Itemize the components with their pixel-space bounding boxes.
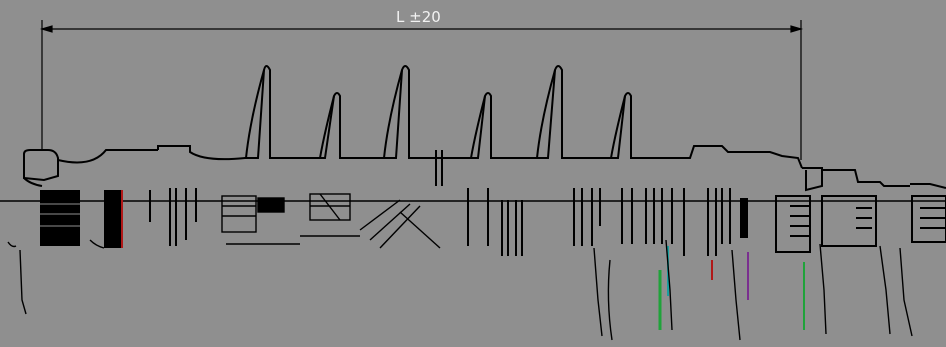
right-end-fitting bbox=[802, 167, 823, 192]
dimension-label: L ±20 bbox=[396, 8, 441, 26]
housing-profile bbox=[157, 65, 803, 169]
right-block-1 bbox=[740, 198, 748, 238]
dimension-arrow-right bbox=[790, 25, 804, 33]
noise-trails bbox=[7, 239, 913, 341]
bar-cluster-middle bbox=[467, 188, 731, 256]
dimension-arrow-left bbox=[39, 25, 53, 33]
middle-hatching bbox=[221, 193, 441, 249]
shed-3-face bbox=[383, 69, 403, 159]
shed-2-face bbox=[319, 95, 335, 159]
shed-4-face bbox=[470, 95, 486, 159]
right-end-flange bbox=[822, 169, 910, 187]
right-end-tip bbox=[910, 183, 946, 189]
right-block-4 bbox=[911, 195, 946, 243]
right-block-3 bbox=[821, 195, 877, 247]
lower-section bbox=[7, 188, 946, 341]
bar-cluster-left bbox=[149, 188, 197, 246]
left-end-lower bbox=[23, 177, 43, 187]
left-block bbox=[40, 190, 80, 246]
shed-6-face bbox=[610, 95, 626, 159]
shed-5-face bbox=[536, 69, 556, 159]
shed-1-face bbox=[245, 69, 265, 159]
left-end-fitting bbox=[23, 149, 59, 182]
block-2 bbox=[104, 190, 122, 248]
insulator-outline bbox=[23, 65, 946, 192]
length-dimension bbox=[39, 20, 804, 160]
right-block-2 bbox=[775, 195, 811, 253]
left-end-neck bbox=[57, 149, 158, 164]
